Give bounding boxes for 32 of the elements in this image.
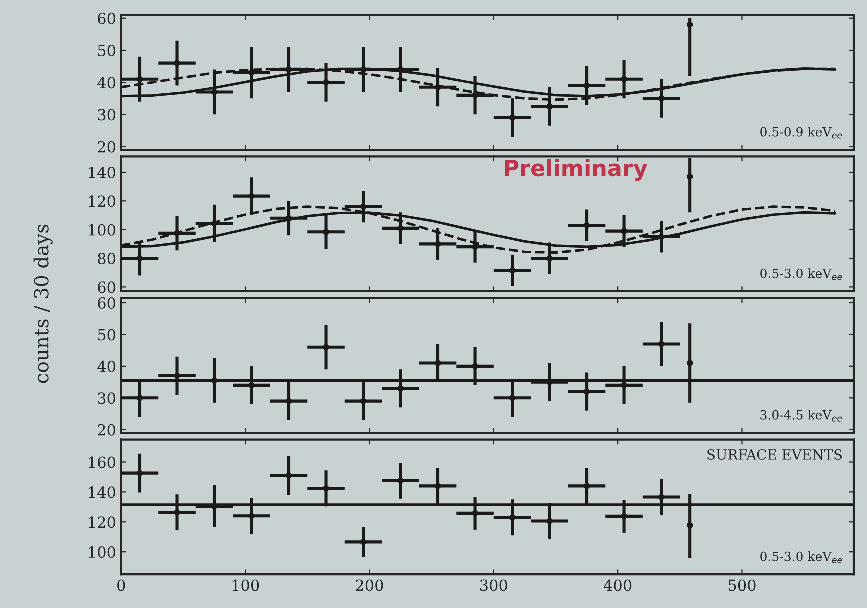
x-tick-label: 300 <box>480 580 508 592</box>
y-tick-label: 40 <box>98 77 116 89</box>
x-tick-label: 0 <box>118 580 126 592</box>
y-tick-label: 80 <box>98 252 116 265</box>
x-tick-label: 500 <box>728 580 756 592</box>
y-tick-label: 50 <box>98 44 116 57</box>
y-tick-label: 50 <box>98 329 116 341</box>
annotation: 0.5-3.0 keV$_{ee}$ <box>760 268 842 280</box>
y-tick-label: 120 <box>89 196 116 208</box>
y-tick-label: 40 <box>98 360 116 372</box>
y-tick-label: 120 <box>89 516 116 528</box>
annotation: 3.0-4.5 keV$_{ee}$ <box>760 410 842 422</box>
y-tick-label: 30 <box>98 392 116 404</box>
y-tick-label: 30 <box>98 109 116 121</box>
y-tick-label: 20 <box>98 141 116 153</box>
y-tick-label: 140 <box>89 486 116 498</box>
x-tick-label: 200 <box>356 580 384 592</box>
y-tick-label: 160 <box>89 456 116 468</box>
y-tick-label: 100 <box>89 224 116 236</box>
y-tick-label: 60 <box>98 12 116 24</box>
annotation: SURFACE EVENTS <box>708 449 842 460</box>
y-tick-label: 20 <box>98 424 116 436</box>
y-axis-title: counts / 30 days <box>34 224 53 384</box>
annotation: 0.5-3.0 keV$_{ee}$ <box>760 552 842 564</box>
y-tick-label: 60 <box>98 297 116 310</box>
annotation: 0.5-0.9 keV$_{ee}$ <box>760 127 842 139</box>
y-tick-label: 100 <box>89 546 116 558</box>
x-tick-label: 100 <box>232 580 260 592</box>
y-tick-label: 140 <box>89 166 116 179</box>
chart-title: Preliminary <box>505 159 648 182</box>
x-tick-label: 400 <box>604 580 632 592</box>
y-tick-label: 60 <box>98 282 116 294</box>
